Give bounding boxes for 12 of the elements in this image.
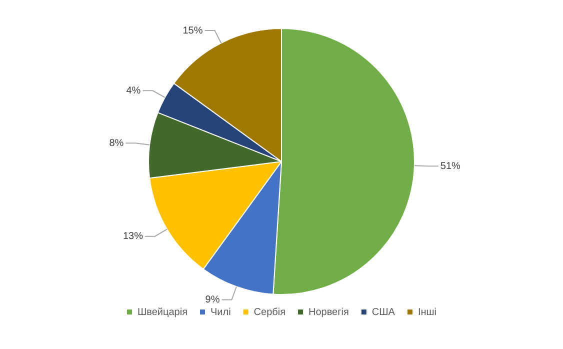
legend-label: Норвегія: [308, 306, 349, 318]
data-label: 15%: [182, 25, 203, 36]
legend-label: Інші: [418, 306, 437, 318]
data-label: 13%: [122, 231, 144, 242]
legend-label: Швейцарія: [137, 306, 188, 318]
legend-label: Чилі: [210, 306, 231, 318]
data-label: 9%: [205, 294, 220, 306]
legend-label: Сербія: [254, 306, 286, 318]
data-label: 8%: [109, 138, 124, 149]
data-label: 4%: [126, 85, 141, 96]
legend-label: США: [372, 306, 396, 318]
data-label: 51%: [440, 160, 461, 172]
